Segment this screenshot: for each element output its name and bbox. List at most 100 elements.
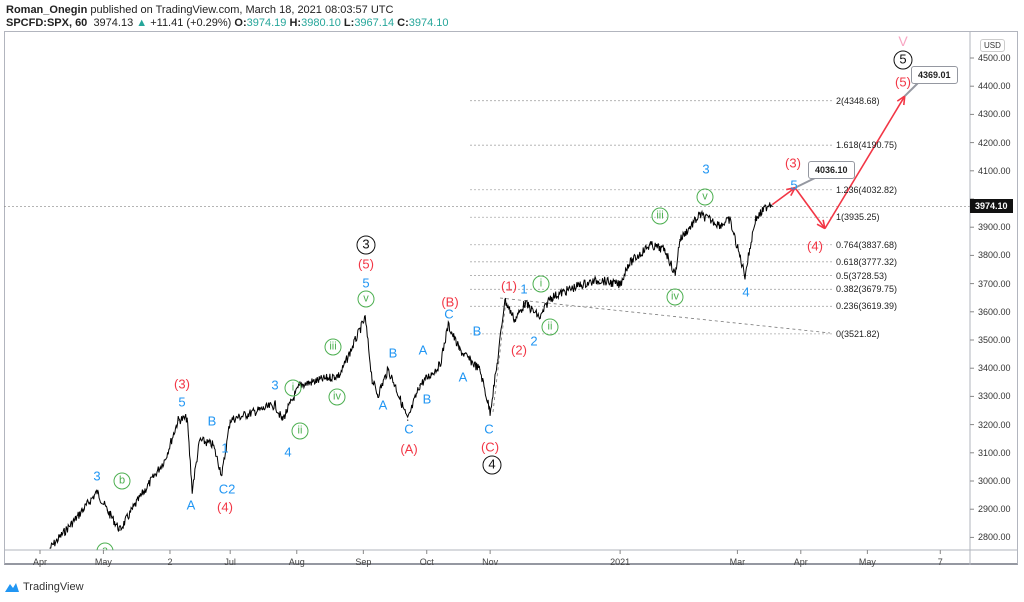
price-point (469, 359, 471, 361)
price-point (281, 419, 283, 421)
y-tick-label: 3000.00 (978, 476, 1011, 486)
wave-blue: A (458, 369, 468, 385)
fib-label: 0.618(3777.32) (836, 256, 898, 267)
price-point (229, 419, 231, 421)
wave-blue: C2 (218, 481, 236, 497)
price-point (119, 529, 121, 531)
callout-pointer (904, 82, 919, 97)
callout-4036: 4036.10 (808, 161, 855, 179)
wave-red: (3) (174, 376, 190, 392)
price-point (212, 444, 214, 446)
tradingview-logo[interactable]: TradingView (4, 581, 84, 593)
y-tick-label: 4200.00 (978, 137, 1011, 148)
price-point (769, 202, 771, 204)
close-value: 3974.10 (408, 17, 449, 29)
y-tick-label: 2900.00 (978, 504, 1011, 515)
wave-red: (5) (895, 74, 911, 90)
x-tick-label: Mar (729, 557, 746, 567)
y-tick-label: 3400.00 (978, 363, 1011, 374)
price-point (699, 214, 701, 216)
open-value: 3974.19 (246, 17, 287, 29)
publish-info: Roman_Onegin published on TradingView.co… (6, 4, 393, 16)
price-point (49, 547, 51, 549)
callout-4369: 4369.01 (911, 66, 958, 84)
last-price: 3974.13 (93, 17, 134, 29)
price-point (394, 384, 396, 386)
wave-green: iii (324, 338, 342, 356)
x-tick-label: Oct (419, 557, 434, 567)
x-tick-label: Apr (32, 557, 48, 567)
wave-blue: 1 (221, 440, 229, 456)
x-tick-label: 2 (167, 557, 173, 567)
x-tick-label: Aug (288, 557, 305, 567)
wave-red: (A) (400, 441, 418, 457)
wave-red: (4) (217, 499, 233, 515)
wave-blue: B (472, 323, 482, 339)
symbol-legend: SPCFD:SPX, 60 3974.13 ▲ +11.41 (+0.29%) … (6, 17, 449, 29)
price-point (489, 411, 491, 413)
price-point (729, 219, 731, 221)
wave-green: b (113, 472, 131, 490)
brand-name: TradingView (23, 581, 84, 593)
y-tick-label: 3100.00 (978, 447, 1011, 458)
o-label: O: (234, 17, 247, 29)
price-point (274, 404, 276, 406)
price-point (191, 489, 193, 491)
price-point (186, 417, 188, 419)
price-point (364, 317, 366, 319)
wave-blue: 3 (271, 377, 279, 393)
x-tick-label: Nov (482, 557, 499, 567)
change: +11.41 (+0.29%) (150, 17, 232, 29)
price-point (504, 299, 506, 301)
wave-blue: C (444, 306, 454, 322)
wave-blue: 3 (93, 468, 101, 484)
wave-blue: C (484, 421, 494, 437)
price-point (447, 324, 449, 326)
price-point (259, 409, 261, 411)
wave-blue: A (418, 342, 428, 358)
y-tick-label: 3600.00 (978, 306, 1011, 317)
wave-label-pink: V (898, 33, 908, 49)
price-point (106, 509, 108, 511)
wave-green: v (357, 290, 375, 308)
wave-blue: B (422, 391, 432, 407)
low-value: 3967.14 (354, 17, 395, 29)
price-point (479, 369, 481, 371)
wave-red: (1) (501, 278, 517, 294)
wave-red: (3) (785, 155, 801, 171)
price-point (407, 419, 409, 421)
price-point (459, 349, 461, 351)
wave-green: iii (651, 207, 669, 225)
published-text: published on TradingView.com, March 18, … (90, 4, 394, 16)
price-point (221, 474, 223, 476)
y-tick-label: 3700.00 (978, 278, 1011, 289)
x-tick-label: 2021 (610, 557, 631, 567)
price-point (524, 302, 526, 304)
chart-frame[interactable] (4, 31, 1018, 565)
price-point (497, 359, 499, 361)
price-point (74, 519, 76, 521)
high-value: 3980.10 (301, 17, 341, 29)
up-arrow-icon: ▲ (136, 17, 148, 29)
current-price-tag: 3974.10 (970, 199, 1013, 213)
x-tick-label: Apr (793, 557, 808, 567)
currency-label[interactable]: USD (980, 39, 1005, 52)
price-point (579, 284, 581, 286)
wave-blue: 4 (742, 284, 750, 300)
wave-blue: 3 (702, 161, 710, 177)
y-tick-label: 4100.00 (978, 165, 1011, 176)
wave-green: ii (541, 318, 559, 336)
wave-blue: 5 (178, 394, 186, 410)
price-point (377, 394, 379, 396)
y-tick-label: 3200.00 (978, 419, 1011, 430)
fib-label: 0.236(3619.39) (836, 301, 898, 312)
wave-blue: 1 (520, 281, 528, 297)
y-tick-label: 3900.00 (978, 222, 1011, 233)
price-line (50, 201, 773, 549)
symbol[interactable]: SPCFD:SPX, 60 (6, 17, 88, 29)
price-point (674, 274, 676, 276)
author: Roman_Onegin (6, 4, 88, 16)
c-label: C: (397, 17, 409, 29)
wave-blue: 5 (790, 177, 798, 193)
